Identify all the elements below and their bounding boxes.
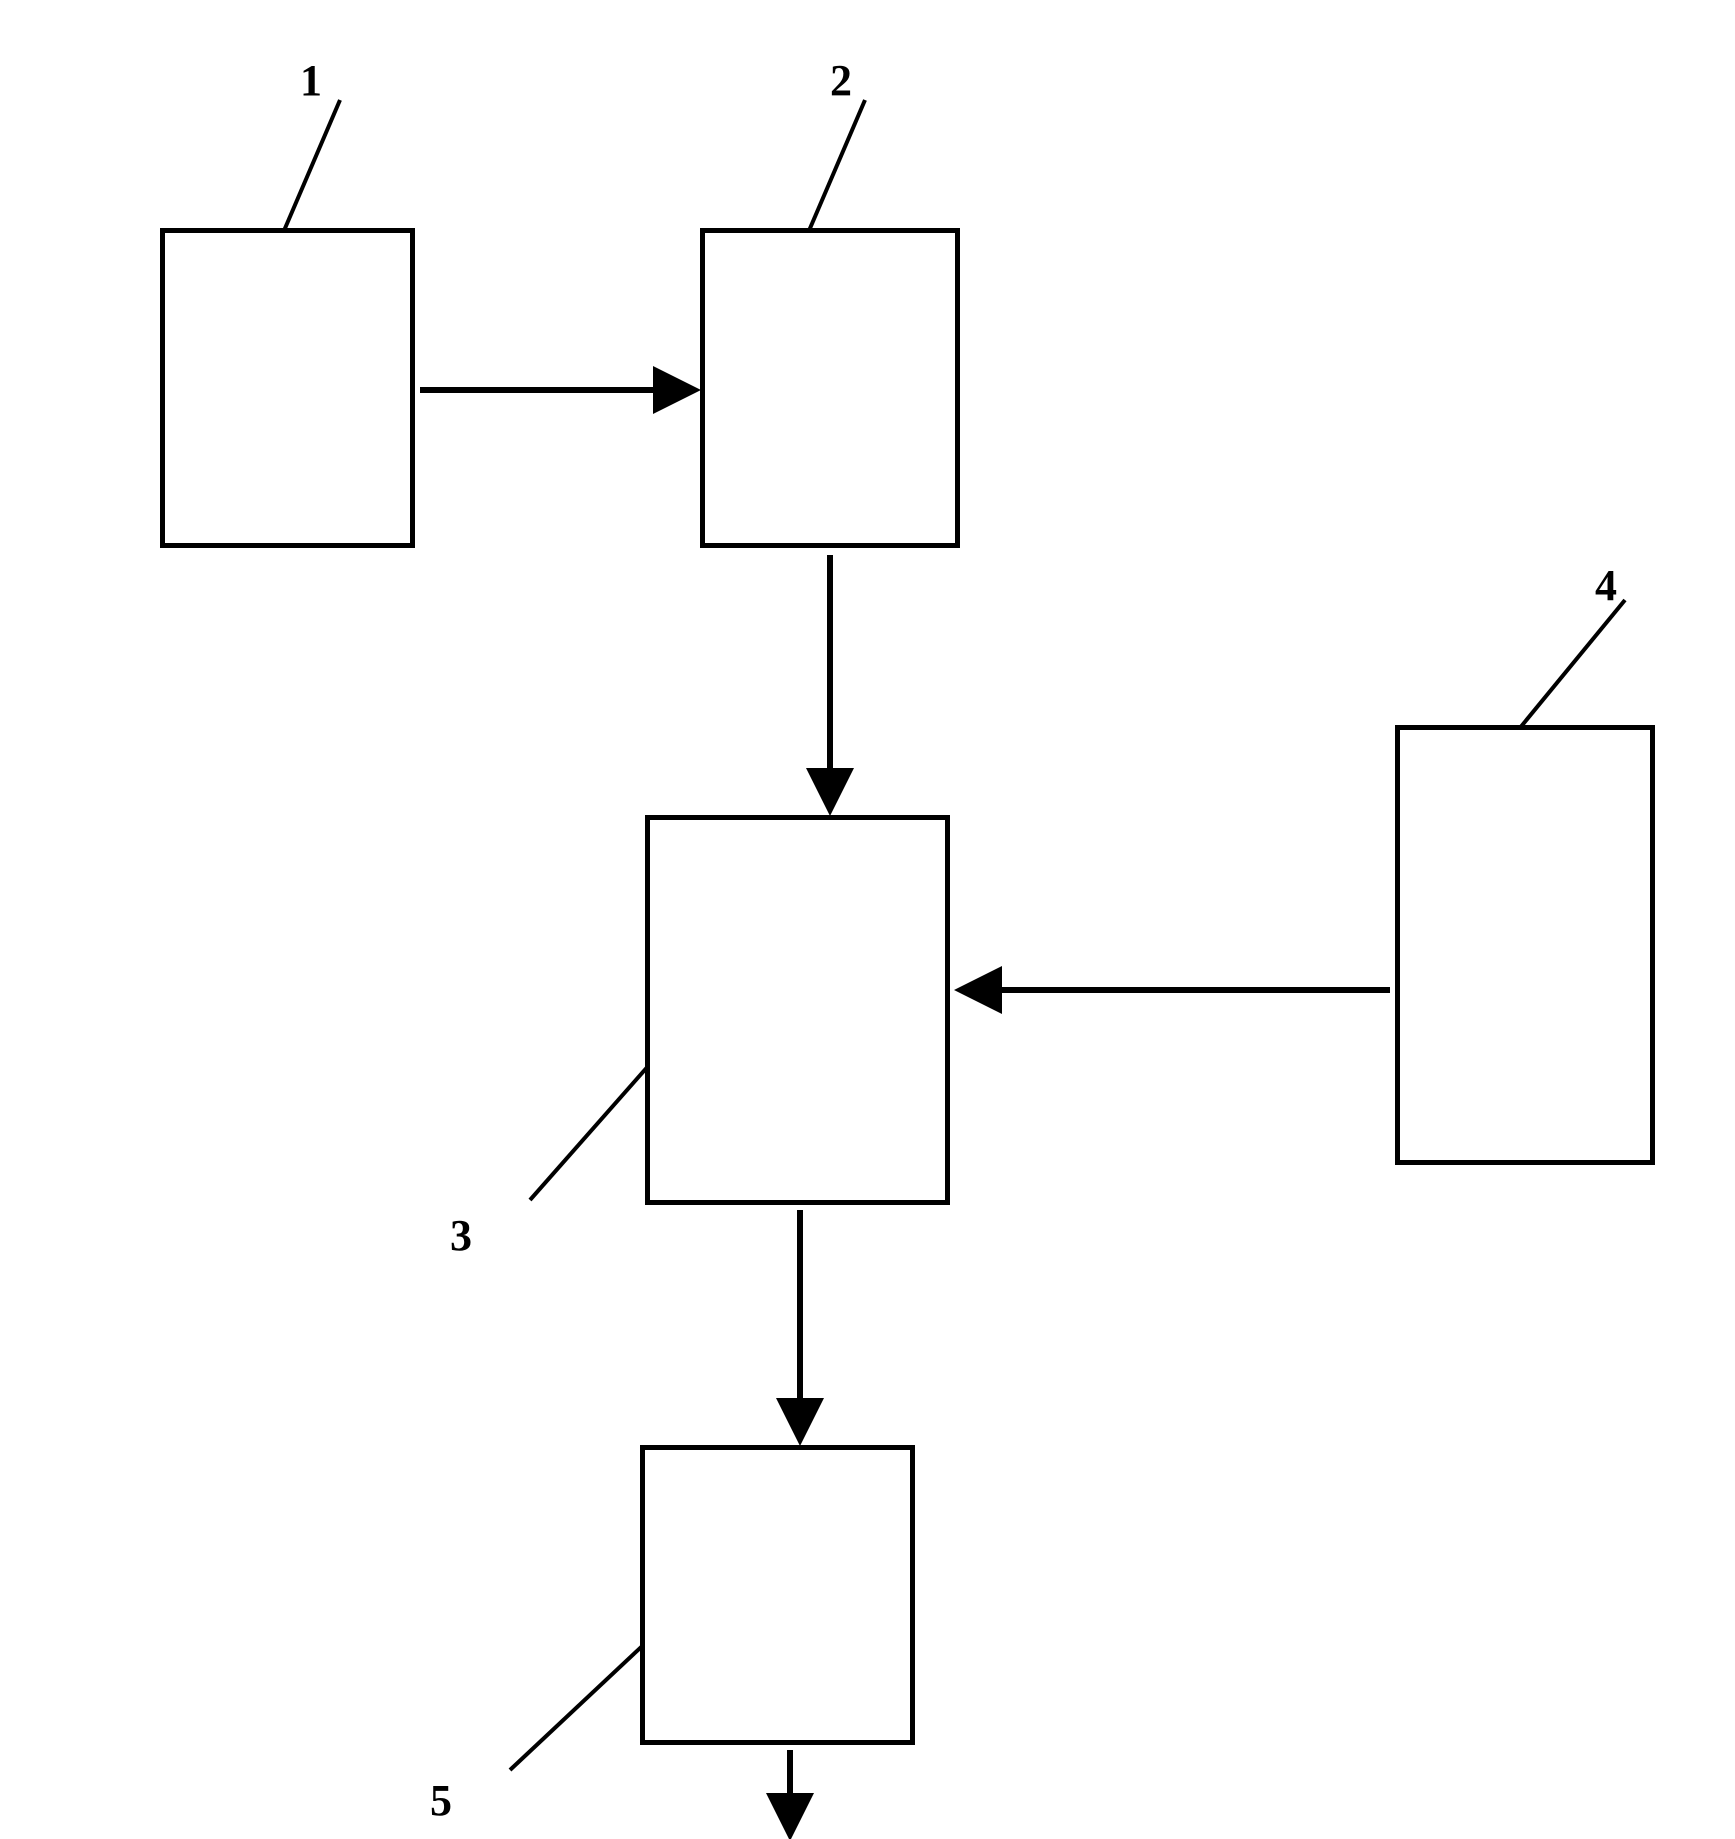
flowchart-node-box4 [1395,725,1655,1165]
flowchart-diagram: 1 2 3 4 5 [0,0,1735,1839]
leader-line-box4 [1510,600,1625,740]
flowchart-node-box5 [640,1445,915,1745]
leader-line-box1 [280,100,340,240]
flowchart-node-box3 [645,815,950,1205]
node-label-box3: 3 [450,1210,472,1261]
node-label-box2: 2 [830,55,852,106]
flowchart-node-box2 [700,228,960,548]
node-label-box1: 1 [300,55,322,106]
node-label-box5: 5 [430,1775,452,1826]
flowchart-node-box1 [160,228,415,548]
node-label-box4: 4 [1595,560,1617,611]
leader-line-box2 [805,100,865,240]
